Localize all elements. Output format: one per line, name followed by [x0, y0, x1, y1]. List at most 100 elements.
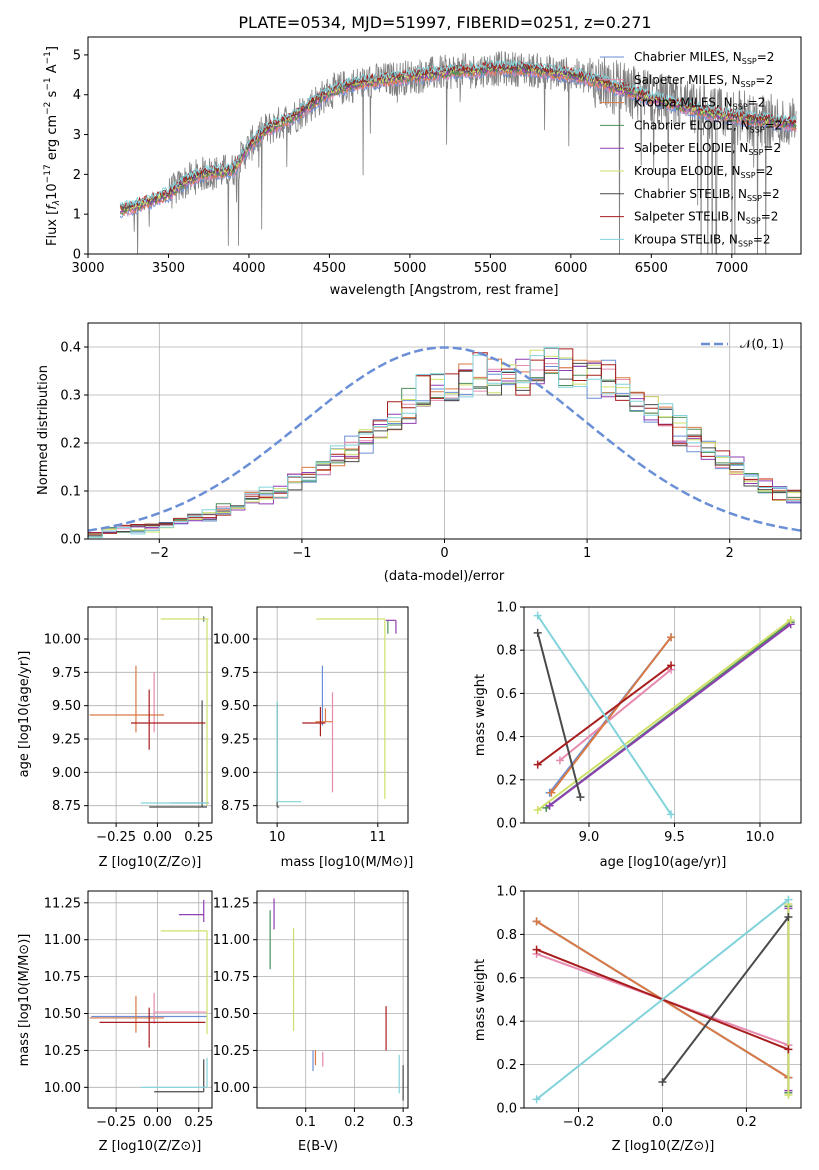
residuals-ylabel: Normed distribution [36, 365, 51, 495]
residuals-xtick-label: 0 [440, 546, 448, 561]
weight_vs_age-ytick-label: 0.8 [496, 644, 517, 659]
residuals-frame [87, 322, 802, 540]
weight_vs_age-plot [533, 611, 795, 819]
legend-entry: Kroupa ELODIE, NSSP=2 [634, 164, 773, 180]
weight_vs_age-ytick-label: 0.2 [496, 773, 517, 788]
mass-z-xlabel: Z [log10(Z/Z⊙)] [99, 1139, 202, 1154]
spectrum-ytick-label: 3 [73, 128, 81, 143]
spectrum-xtick-label: 5000 [393, 261, 426, 276]
weight_vs_age-frame [523, 606, 802, 824]
weight-line [550, 636, 672, 794]
residuals-xtick-label: −1 [292, 546, 311, 561]
age_vs_Z-ytick-label: 9.25 [52, 733, 81, 748]
legend-entry: Salpeter STELIB, NSSP=2 [634, 210, 778, 226]
mass_vs_ebv-ytick-label: 10.75 [213, 970, 250, 985]
residuals-xtick-label: −2 [150, 546, 169, 561]
mass_vs_Z-ytick-label: 10.25 [44, 1044, 81, 1059]
spectrum-xtick-label: 3500 [152, 261, 185, 276]
legend-nssp: =2 [757, 50, 775, 64]
weight-marker [533, 628, 542, 637]
residuals-ytick-label: 0.2 [60, 437, 81, 452]
age_vs_mass-ytick-label: 9.50 [221, 699, 250, 714]
spectrum-model-line [119, 59, 797, 208]
errorbar [149, 700, 208, 808]
errorbar [160, 930, 208, 1035]
mass_vs_ebv-xtick-label: 0.1 [295, 1115, 316, 1130]
legend-nssp: =2 [756, 73, 774, 87]
spectrum-xtick-label: 7000 [715, 261, 748, 276]
weight_vs_age-xtick-label: 9.0 [579, 830, 600, 845]
errorbar [140, 1057, 208, 1088]
spectrum-model-line [119, 69, 797, 219]
residual-histogram [88, 347, 801, 538]
spectrum-model-line [119, 61, 797, 211]
errorbar [315, 708, 333, 723]
weight-line [661, 916, 790, 1083]
weight_vs_age-ytick-label: 0.4 [496, 730, 517, 745]
residuals-ytick-label: 0.0 [60, 533, 81, 548]
legend-nssp: =2 [765, 118, 783, 132]
residuals-ytick-label: 0.1 [60, 485, 81, 500]
spectrum-ytick-label: 0 [73, 248, 81, 263]
mass_vs_ebv-ytick-label: 11.00 [213, 933, 250, 948]
mass_vs_ebv-xtick-label: 0.2 [344, 1115, 365, 1130]
weight-marker [547, 788, 556, 797]
age_vs_Z-xtick-label: 0.00 [143, 830, 172, 845]
legend-nssp: =2 [763, 141, 781, 155]
legend-sub: SSP [746, 217, 761, 226]
spectrum-xlabel: wavelength [Angstrom, rest frame] [330, 283, 559, 298]
legend-nssp: =2 [762, 187, 780, 201]
spectrum-xtick-label: 4500 [313, 261, 346, 276]
weight_vs_Z-frame [523, 890, 802, 1109]
legend-entry: Chabrier MILES, NSSP=2 [634, 50, 774, 66]
age_vs_mass-ytick-label: 9.75 [221, 666, 250, 681]
errorbar [302, 707, 326, 737]
legend-entry: Chabrier ELODIE, NSSP=2 [634, 118, 782, 134]
errorbar [154, 1059, 205, 1093]
weight_vs_Z-ytick-label: 0.2 [496, 1058, 517, 1073]
weight-marker [658, 1077, 667, 1086]
mass_vs_Z-ytick-label: 11.00 [44, 933, 81, 948]
residuals-ytick-label: 0.4 [60, 341, 81, 356]
legend-nssp: =2 [761, 210, 779, 224]
mass_vs_Z-ytick-label: 10.50 [44, 1007, 81, 1022]
weight_vs_Z-xtick-label: −0.2 [563, 1115, 595, 1130]
spectrum-xtick-label: 4000 [232, 261, 265, 276]
errorbar [276, 701, 302, 803]
errorbar [160, 618, 209, 806]
legend-entry: Kroupa STELIB, NSSP=2 [634, 232, 771, 248]
legend-sub: SSP [738, 239, 753, 248]
normal-reference-curve [88, 346, 801, 532]
age_vs_mass-ytick-label: 10.00 [213, 633, 250, 648]
residuals-legend: 𝒩(0, 1) [701, 337, 784, 351]
errorbar [99, 1007, 206, 1048]
mass_vs_Z-ytick-label: 10.75 [44, 970, 81, 985]
age-z-xlabel: Z [log10(Z/Z⊙)] [99, 855, 202, 870]
weight-line [536, 632, 582, 798]
mass_vs_ebv-ytick-label: 10.50 [213, 1007, 250, 1022]
age_vs_mass-ytick-label: 9.25 [221, 733, 250, 748]
legend-sub: SSP [733, 103, 748, 112]
age_vs_Z-ytick-label: 9.00 [52, 766, 81, 781]
age_vs_mass-ytick-label: 8.75 [221, 799, 250, 814]
age-mass-xlabel: mass [log10(M/M⊙)] [281, 855, 414, 870]
weight_vs_age-ytick-label: 0.0 [496, 817, 517, 832]
mass-z-ylabel: mass [log10(M/M⊙)] [17, 934, 32, 1067]
spectrum-title: PLATE=0534, MJD=51997, FIBERID=0251, z=0… [238, 13, 651, 32]
spectrum-ytick-label: 1 [73, 208, 81, 223]
legend-nssp: =2 [756, 164, 774, 178]
mass_vs_ebv-ytick-label: 10.00 [213, 1081, 250, 1096]
weight-marker [576, 793, 585, 802]
age_vs_Z-axes: −0.25 0.00 0.25 8.75 9.00 9.25 9.50 9.75 10.00 [44, 607, 213, 845]
errorbar [316, 618, 386, 799]
mass_vs_Z-xtick-label: 0.00 [143, 1115, 172, 1130]
errorbar [178, 899, 205, 922]
weight-marker [784, 895, 793, 904]
weight-age-xlabel: age [log10(age/yr)] [600, 855, 727, 870]
legend-sub: SSP [748, 148, 763, 157]
weight_vs_Z-ytick-label: 0.8 [496, 928, 517, 943]
legend-entry: Kroupa MILES, NSSP=2 [634, 96, 765, 112]
spectrum-ytick-label: 2 [73, 168, 81, 183]
